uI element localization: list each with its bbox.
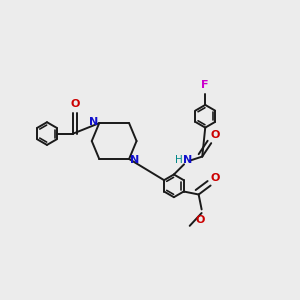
Text: O: O [210,130,220,140]
Text: N: N [130,155,139,166]
Text: O: O [211,172,220,182]
Text: N: N [183,154,192,165]
Text: O: O [196,215,205,225]
Text: O: O [71,99,80,109]
Text: F: F [202,80,209,90]
Text: N: N [89,117,98,127]
Text: H: H [176,154,183,165]
